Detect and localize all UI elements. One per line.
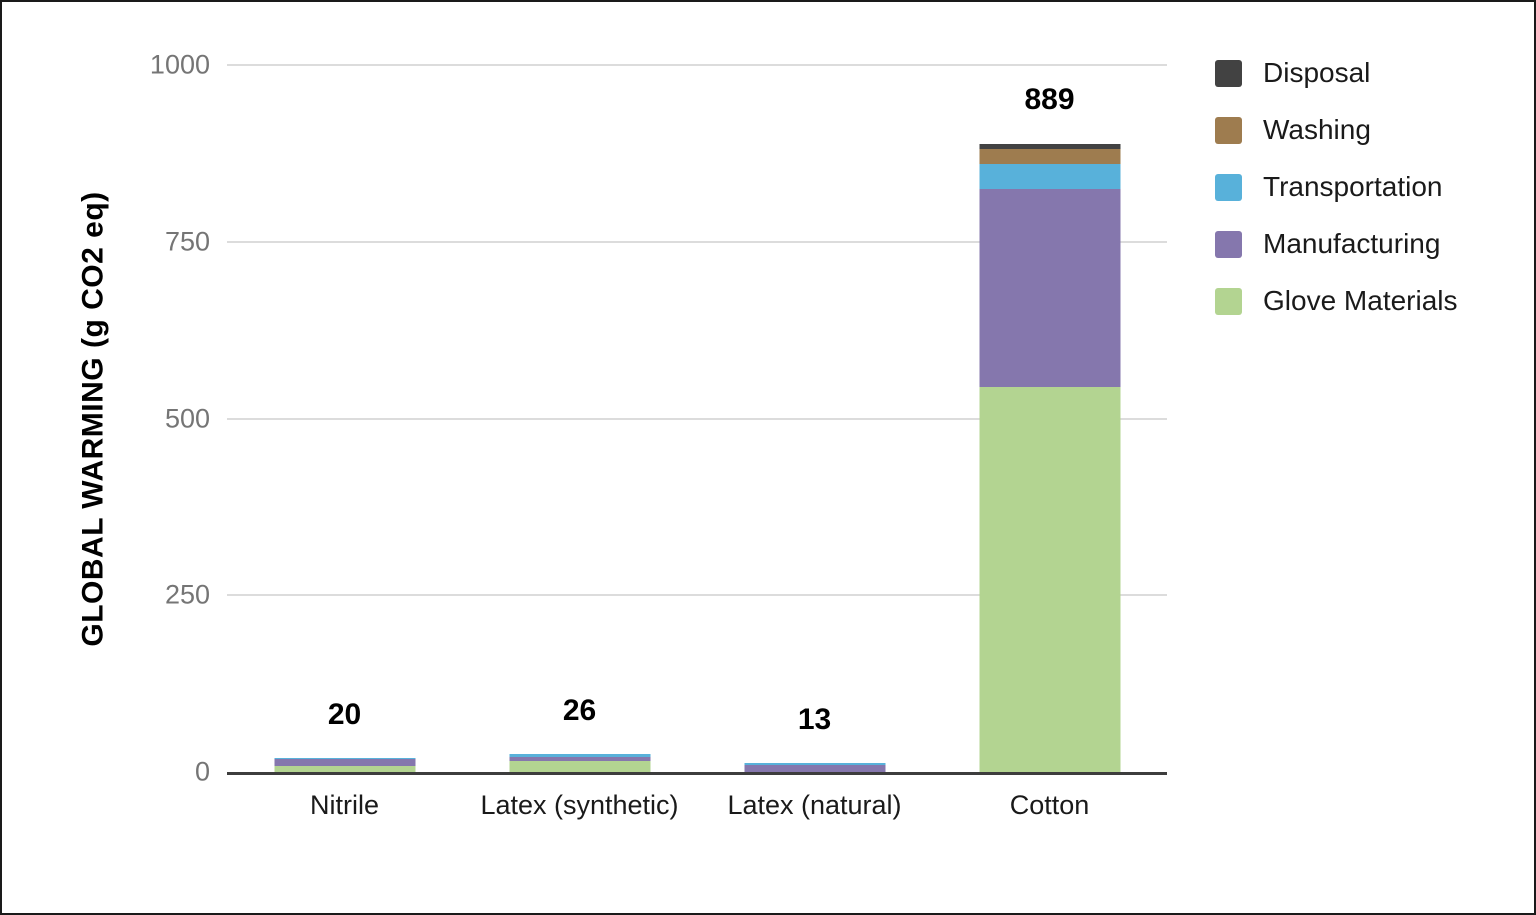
legend-item-washing: Washing (1215, 114, 1458, 145)
legend-item-transportation: Transportation (1215, 171, 1458, 202)
segment-manufacturing (509, 757, 650, 762)
plot-area: 20 26 13 889 (227, 64, 1167, 775)
segment-transportation (274, 757, 415, 759)
legend-swatch (1215, 287, 1242, 315)
segment-transportation (744, 762, 885, 765)
x-label-cell: Cotton (932, 786, 1167, 824)
legend: Disposal Washing Transportation Manufacturi… (1215, 57, 1458, 344)
stacked-bar-latex-synthetic (509, 753, 650, 772)
y-tick-label: 1000 (149, 49, 210, 80)
bar-slot: 20 (227, 65, 462, 772)
legend-item-glove-materials: Glove Materials (1215, 285, 1458, 316)
y-axis-tick-labels: 0 250 500 750 1000 (2, 50, 210, 787)
segment-manufacturing (274, 758, 415, 766)
segment-washing (979, 149, 1120, 164)
segment-glove-materials (509, 761, 650, 772)
x-category-label: Latex (synthetic) (480, 790, 679, 820)
legend-swatch (1215, 59, 1242, 87)
legend-label: Manufacturing (1263, 228, 1441, 259)
bar-value-label: 13 (797, 702, 832, 736)
bar-slot: 26 (462, 65, 697, 772)
y-tick-label: 0 (194, 756, 210, 787)
bar-slot: 889 (932, 65, 1167, 772)
gridline (227, 64, 1167, 66)
bar-value-label: 889 (1024, 83, 1075, 117)
y-tick-label: 500 (164, 403, 210, 433)
bar-slot: 13 (697, 65, 932, 772)
x-label-cell: Latex (synthetic) (462, 786, 697, 824)
x-label-cell: Latex (natural) (697, 786, 932, 824)
bar-value-label: 26 (562, 693, 597, 727)
segment-glove-materials (979, 386, 1120, 772)
x-label-cell: Nitrile (227, 786, 462, 824)
x-category-label: Latex (natural) (727, 790, 902, 820)
segment-manufacturing (744, 764, 885, 772)
segment-glove-materials (274, 765, 415, 772)
gridline (227, 594, 1167, 597)
x-category-label: Cotton (1009, 790, 1090, 820)
legend-item-disposal: Disposal (1215, 57, 1458, 88)
segment-transportation (509, 753, 650, 758)
legend-swatch (1215, 230, 1242, 258)
x-category-label: Nitrile (309, 790, 379, 820)
x-axis-labels: Nitrile Latex (synthetic) Latex (natural) C… (227, 786, 1167, 824)
y-tick-label: 250 (164, 579, 210, 610)
legend-swatch (1215, 173, 1242, 201)
stacked-bar-latex-natural (744, 762, 885, 772)
gridline (227, 417, 1167, 420)
segment-transportation (979, 164, 1120, 189)
legend-swatch (1215, 116, 1242, 144)
legend-label: Disposal (1263, 57, 1371, 88)
legend-item-manufacturing: Manufacturing (1215, 228, 1458, 259)
y-tick-label: 750 (164, 226, 210, 257)
stacked-bar-cotton (979, 143, 1120, 772)
legend-label: Washing (1263, 114, 1371, 145)
segment-manufacturing (979, 188, 1120, 387)
legend-label: Transportation (1263, 171, 1443, 202)
stacked-bar-nitrile (274, 757, 415, 772)
gridline (227, 240, 1167, 243)
legend-label: Glove Materials (1263, 285, 1458, 316)
segment-disposal (979, 143, 1120, 150)
x-axis-line (227, 772, 1167, 775)
bar-value-label: 20 (327, 697, 362, 731)
